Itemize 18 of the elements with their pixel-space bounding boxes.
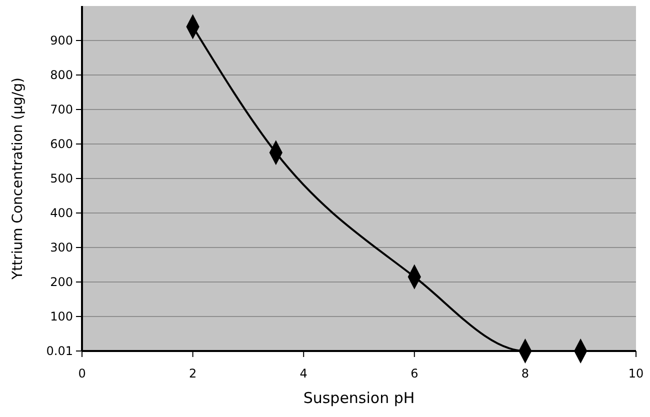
y-tick-label: 900 bbox=[50, 33, 73, 48]
x-axis-title: Suspension pH bbox=[303, 389, 415, 407]
y-axis-title: Yttrium Concentration (µg/g) bbox=[10, 78, 26, 280]
y-tick-label: 200 bbox=[50, 274, 73, 289]
y-tick-label: 600 bbox=[50, 136, 73, 151]
y-tick-label: 700 bbox=[50, 102, 73, 116]
x-tick-label: 6 bbox=[410, 366, 418, 381]
x-tick-label: 10 bbox=[628, 366, 644, 381]
x-tick-label: 8 bbox=[521, 366, 530, 381]
y-tick-label: 100 bbox=[50, 309, 73, 324]
y-tick-label: 0.01 bbox=[46, 344, 73, 358]
x-tick-label: 0 bbox=[78, 366, 86, 381]
y-tick-label: 800 bbox=[50, 68, 73, 82]
x-tick-label: 2 bbox=[188, 366, 197, 381]
x-tick-label: 4 bbox=[300, 366, 308, 381]
y-tick-label: 300 bbox=[50, 240, 73, 254]
y-tick-label: 400 bbox=[50, 206, 73, 220]
y-tick-label: 500 bbox=[50, 171, 73, 186]
